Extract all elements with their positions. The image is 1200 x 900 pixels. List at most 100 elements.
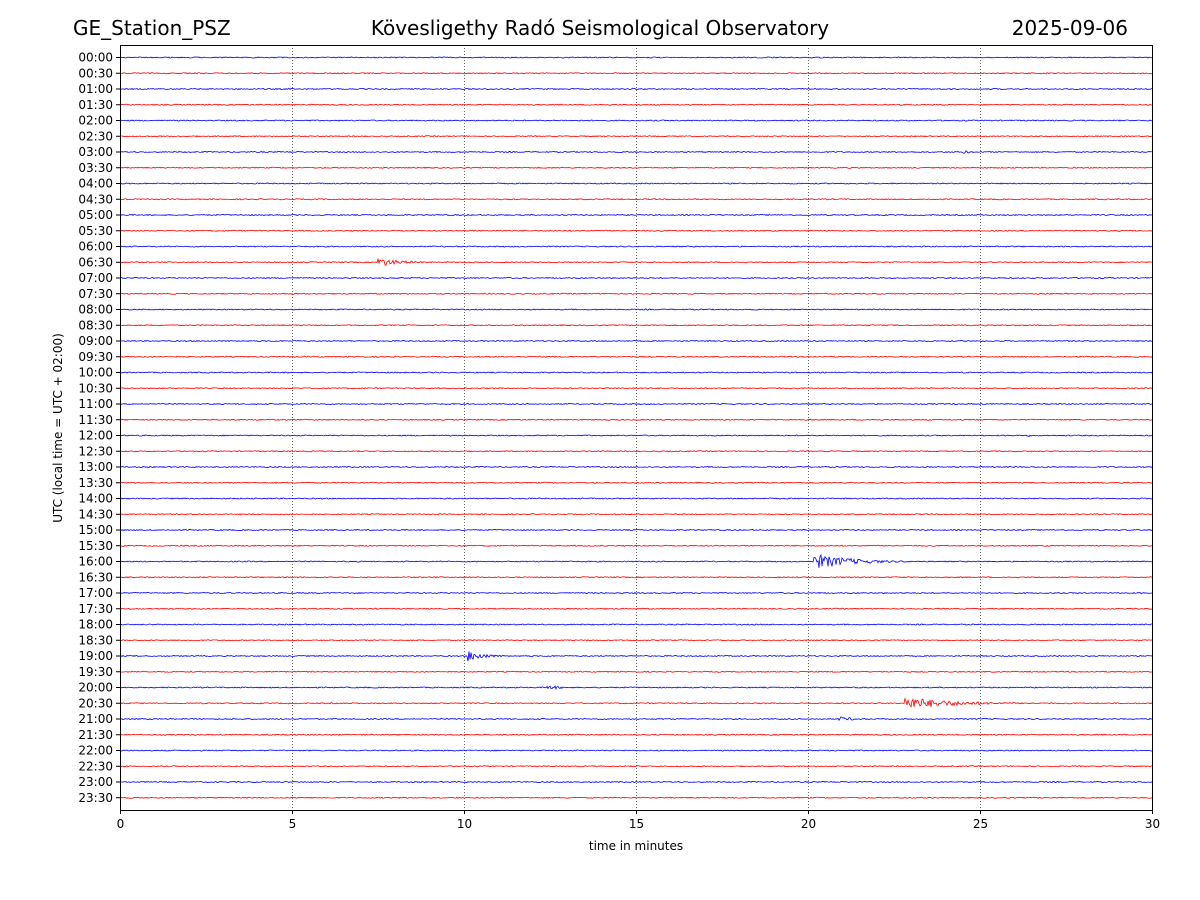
trace-row-40 [119,685,1153,691]
x-tick-label-5: 25 [973,817,988,831]
y-tick-label-2: 01:00 [78,82,113,96]
y-tick-label-7: 03:30 [78,161,113,175]
y-tick-label-17: 08:30 [78,318,113,332]
y-tick-label-18: 09:00 [78,334,113,348]
trace-row-15 [119,292,1153,295]
y-tick-label-31: 15:30 [78,539,113,553]
y-tick-label-10: 05:00 [78,208,113,222]
trace-row-38 [119,651,1153,662]
y-tick-label-13: 06:30 [78,255,113,269]
trace-row-4 [119,119,1153,122]
y-tick-label-34: 17:00 [78,586,113,600]
trace-row-18 [119,339,1153,343]
plot-frame [120,45,1153,811]
trace-row-1 [119,72,1153,75]
trace-row-7 [119,166,1153,169]
y-tick-label-8: 04:00 [78,177,113,191]
x-axis-label: time in minutes [589,839,683,853]
trace-row-36 [119,623,1153,626]
trace-row-0 [119,56,1153,59]
y-tick-label-32: 16:00 [78,555,113,569]
y-tick-label-27: 13:30 [78,476,113,490]
y-tick-label-1: 00:30 [78,66,113,80]
trace-row-8 [119,182,1153,185]
trace-row-28 [119,497,1153,500]
y-tick-label-45: 22:30 [78,759,113,773]
x-tick-label-2: 10 [457,817,472,831]
y-tick-label-42: 21:00 [78,712,113,726]
trace-row-24 [119,434,1153,438]
y-tick-label-0: 00:00 [78,51,113,65]
trace-row-6 [119,150,1153,154]
trace-row-20 [119,371,1153,374]
y-tick-label-6: 03:00 [78,145,113,159]
trace-row-13 [119,257,1153,266]
y-tick-label-33: 16:30 [78,570,113,584]
y-tick-label-41: 20:30 [78,696,113,710]
trace-row-31 [119,544,1153,547]
y-tick-label-40: 20:00 [78,681,113,695]
y-tick-label-38: 19:00 [78,649,113,663]
trace-row-9 [119,198,1153,201]
trace-row-25 [119,450,1153,453]
trace-row-23 [119,418,1153,421]
chart-date: 2025-09-06 [1011,16,1128,40]
x-tick-label-4: 20 [801,817,816,831]
y-tick-label-43: 21:30 [78,728,113,742]
trace-row-41 [119,697,1153,708]
y-tick-label-4: 02:00 [78,114,113,128]
trace-row-39 [119,670,1153,673]
y-tick-label-12: 06:00 [78,240,113,254]
trace-row-32 [119,553,1153,568]
y-tick-label-20: 10:00 [78,366,113,380]
trace-row-35 [119,607,1153,610]
trace-row-43 [119,733,1153,736]
y-tick-label-29: 14:30 [78,507,113,521]
y-tick-label-21: 10:30 [78,381,113,395]
trace-row-44 [119,749,1153,752]
chart-title: Kövesligethy Radó Seismological Observat… [370,16,830,40]
y-tick-label-30: 15:00 [78,523,113,537]
trace-row-27 [119,481,1153,484]
trace-row-46 [119,780,1153,784]
trace-row-21 [119,387,1153,390]
trace-row-19 [119,355,1153,358]
y-tick-label-14: 07:00 [78,271,113,285]
y-tick-label-26: 13:00 [78,460,113,474]
x-tick-label-6: 30 [1145,817,1160,831]
x-tick-label-1: 5 [289,817,297,831]
y-tick-label-39: 19:30 [78,665,113,679]
trace-row-45 [119,765,1153,768]
trace-row-14 [119,276,1153,280]
y-tick-label-46: 23:00 [78,775,113,789]
seismic-traces [119,56,1153,799]
y-tick-label-35: 17:30 [78,602,113,616]
y-tick-label-15: 07:30 [78,287,113,301]
y-tick-label-44: 22:00 [78,744,113,758]
y-tick-label-22: 11:00 [78,397,113,411]
station-name: GE_Station_PSZ [73,16,231,40]
trace-row-11 [119,229,1153,232]
y-tick-label-28: 14:00 [78,492,113,506]
y-tick-label-37: 18:30 [78,633,113,647]
y-tick-label-36: 18:00 [78,618,113,632]
trace-row-42 [119,716,1153,722]
trace-row-3 [119,103,1153,106]
trace-row-47 [119,796,1153,799]
trace-row-10 [119,213,1153,217]
y-tick-label-3: 01:30 [78,98,113,112]
y-axis-label: UTC (local time = UTC + 02:00) [51,333,65,523]
x-axis: 0 5 10 15 20 25 30 [117,810,1160,831]
trace-row-16 [119,308,1153,311]
trace-row-17 [119,324,1153,327]
trace-row-30 [119,528,1153,532]
x-tick-label-3: 15 [629,817,644,831]
y-tick-label-24: 12:00 [78,429,113,443]
y-tick-label-16: 08:00 [78,303,113,317]
x-tick-label-0: 0 [117,817,125,831]
y-tick-label-9: 04:30 [78,192,113,206]
y-tick-label-19: 09:30 [78,350,113,364]
trace-row-2 [119,87,1153,91]
